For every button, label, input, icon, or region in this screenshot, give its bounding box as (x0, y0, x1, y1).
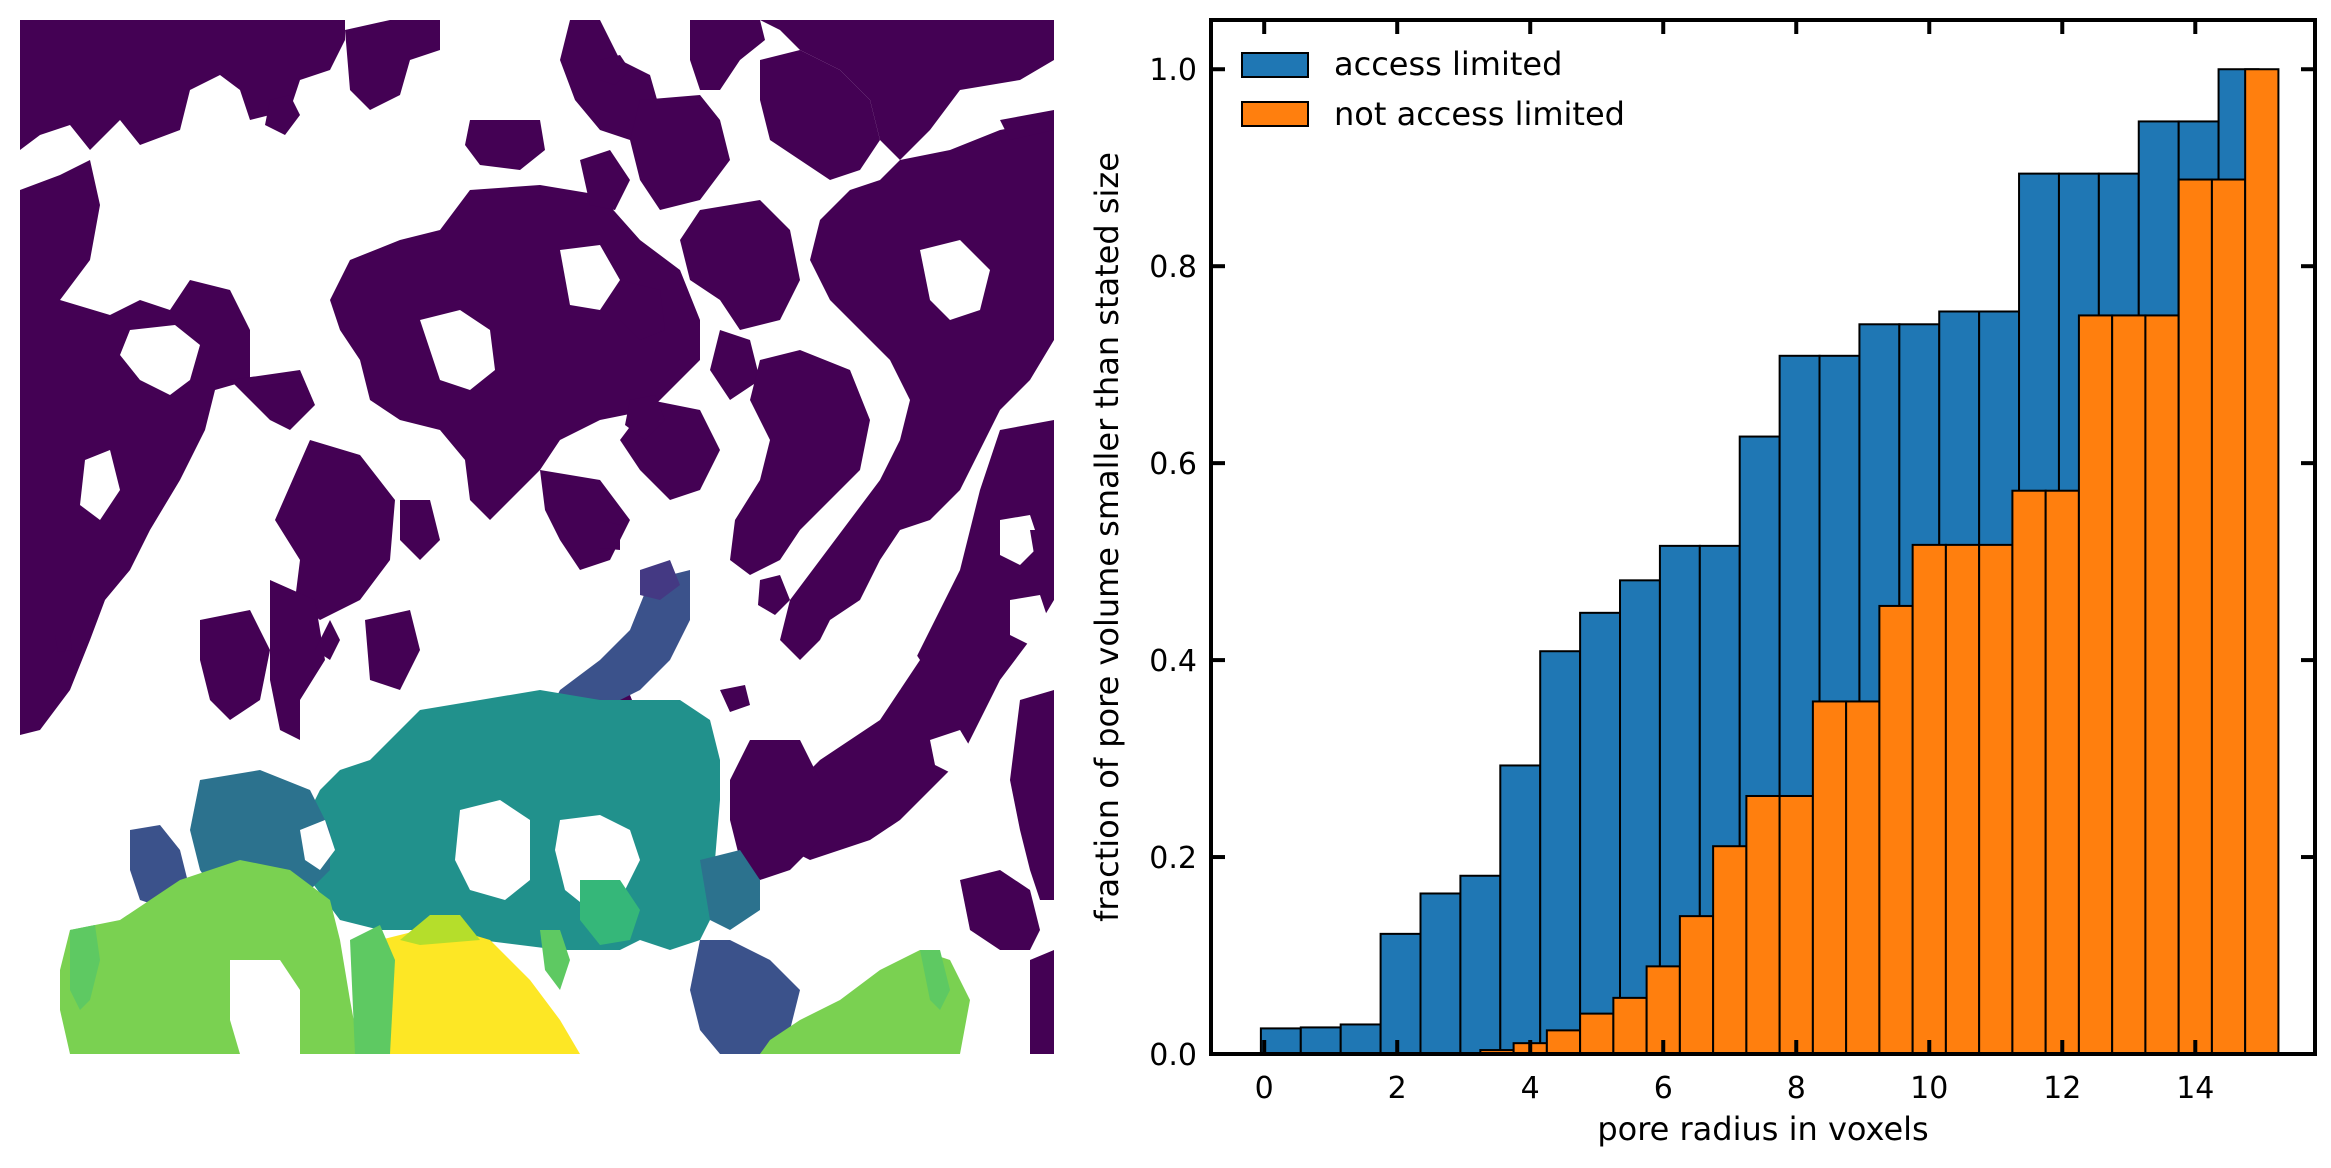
bar-not-access-limited-12 (1778, 794, 1814, 1055)
pore-size-region (60, 560, 970, 1054)
y-tick-label: 0.8 (1149, 250, 1197, 285)
bar-not-access-limited-21 (2077, 314, 2114, 1055)
x-tick-label: 0 (1255, 1071, 1274, 1106)
bar-access-limited-6 (1499, 764, 1542, 1056)
x-axis-label: pore radius in voxels (1597, 1110, 1928, 1148)
pore-image (20, 20, 1054, 1054)
legend-label-not-access-limited: not access limited (1334, 95, 1625, 133)
bar-access-limited-1 (1299, 1026, 1342, 1055)
bar-not-access-limited-11 (1745, 794, 1781, 1055)
bar-not-access-limited-6 (1579, 1012, 1615, 1055)
bar-not-access-limited-17 (1944, 543, 1981, 1056)
bar-not-access-limited-22 (2111, 314, 2147, 1055)
bar-not-access-limited-23 (2144, 314, 2180, 1055)
x-tick-label: 4 (1521, 1071, 1540, 1106)
y-axis-label: fraction of pore volume smaller than sta… (1088, 152, 1126, 922)
bar-not-access-limited-20 (2044, 489, 2080, 1055)
x-tick-label: 6 (1654, 1071, 1673, 1106)
bar-not-access-limited-14 (1845, 700, 1881, 1056)
x-tick-label: 14 (2176, 1071, 2214, 1106)
solid-phase (20, 20, 1054, 1054)
y-tick-label: 0.4 (1149, 644, 1197, 679)
bar-not-access-limited-24 (2177, 178, 2213, 1055)
x-tick-label: 12 (2043, 1071, 2081, 1106)
bar-chart: 0 2 4 6 8 10 12 14 0.0 0.2 0.4 0.6 0.8 1.0 pore radi… (1088, 18, 2317, 1148)
bar-not-access-limited-26 (2244, 68, 2280, 1055)
y-axis-ticks: 0.0 0.2 0.4 0.6 0.8 1.0 (1149, 53, 2315, 1073)
x-tick-label: 2 (1388, 1071, 1407, 1106)
legend-swatch-not-access-limited (1241, 101, 1309, 127)
bar-access-limited-5 (1459, 874, 1502, 1056)
bar-not-access-limited-19 (2011, 489, 2047, 1055)
bar-not-access-limited-13 (1811, 700, 1848, 1056)
bar-not-access-limited-7 (1612, 996, 1648, 1056)
bar-not-access-limited-10 (1712, 845, 1748, 1055)
bar-not-access-limited-25 (2210, 178, 2247, 1055)
bar-access-limited-4 (1419, 892, 1462, 1056)
bar-not-access-limited-9 (1678, 915, 1715, 1056)
legend-label-access-limited: access limited (1334, 45, 1562, 83)
x-tick-label: 8 (1787, 1071, 1806, 1106)
legend: access limited not access limited (1241, 45, 1625, 133)
legend-swatch-access-limited (1241, 52, 1309, 78)
bar-access-limited-7 (1539, 650, 1582, 1055)
series-not-access-limited-bars (1479, 68, 2280, 1056)
bar-access-limited-0 (1259, 1027, 1302, 1056)
y-tick-label: 1.0 (1149, 53, 1197, 88)
bar-not-access-limited-15 (1878, 604, 1914, 1056)
bar-access-limited-3 (1379, 932, 1422, 1056)
bar-access-limited-8 (1579, 611, 1622, 1055)
bar-access-limited-2 (1339, 1023, 1382, 1056)
y-tick-label: 0.2 (1149, 841, 1197, 876)
y-tick-label: 0.0 (1149, 1038, 1197, 1073)
y-tick-label: 0.6 (1149, 447, 1197, 482)
x-tick-label: 10 (1910, 1071, 1948, 1106)
bar-not-access-limited-5 (1545, 1029, 1582, 1056)
bar-not-access-limited-16 (1911, 543, 1947, 1056)
bar-not-access-limited-18 (1978, 543, 2014, 1056)
x-axis-ticks: 0 2 4 6 8 10 12 14 (1255, 20, 2214, 1106)
